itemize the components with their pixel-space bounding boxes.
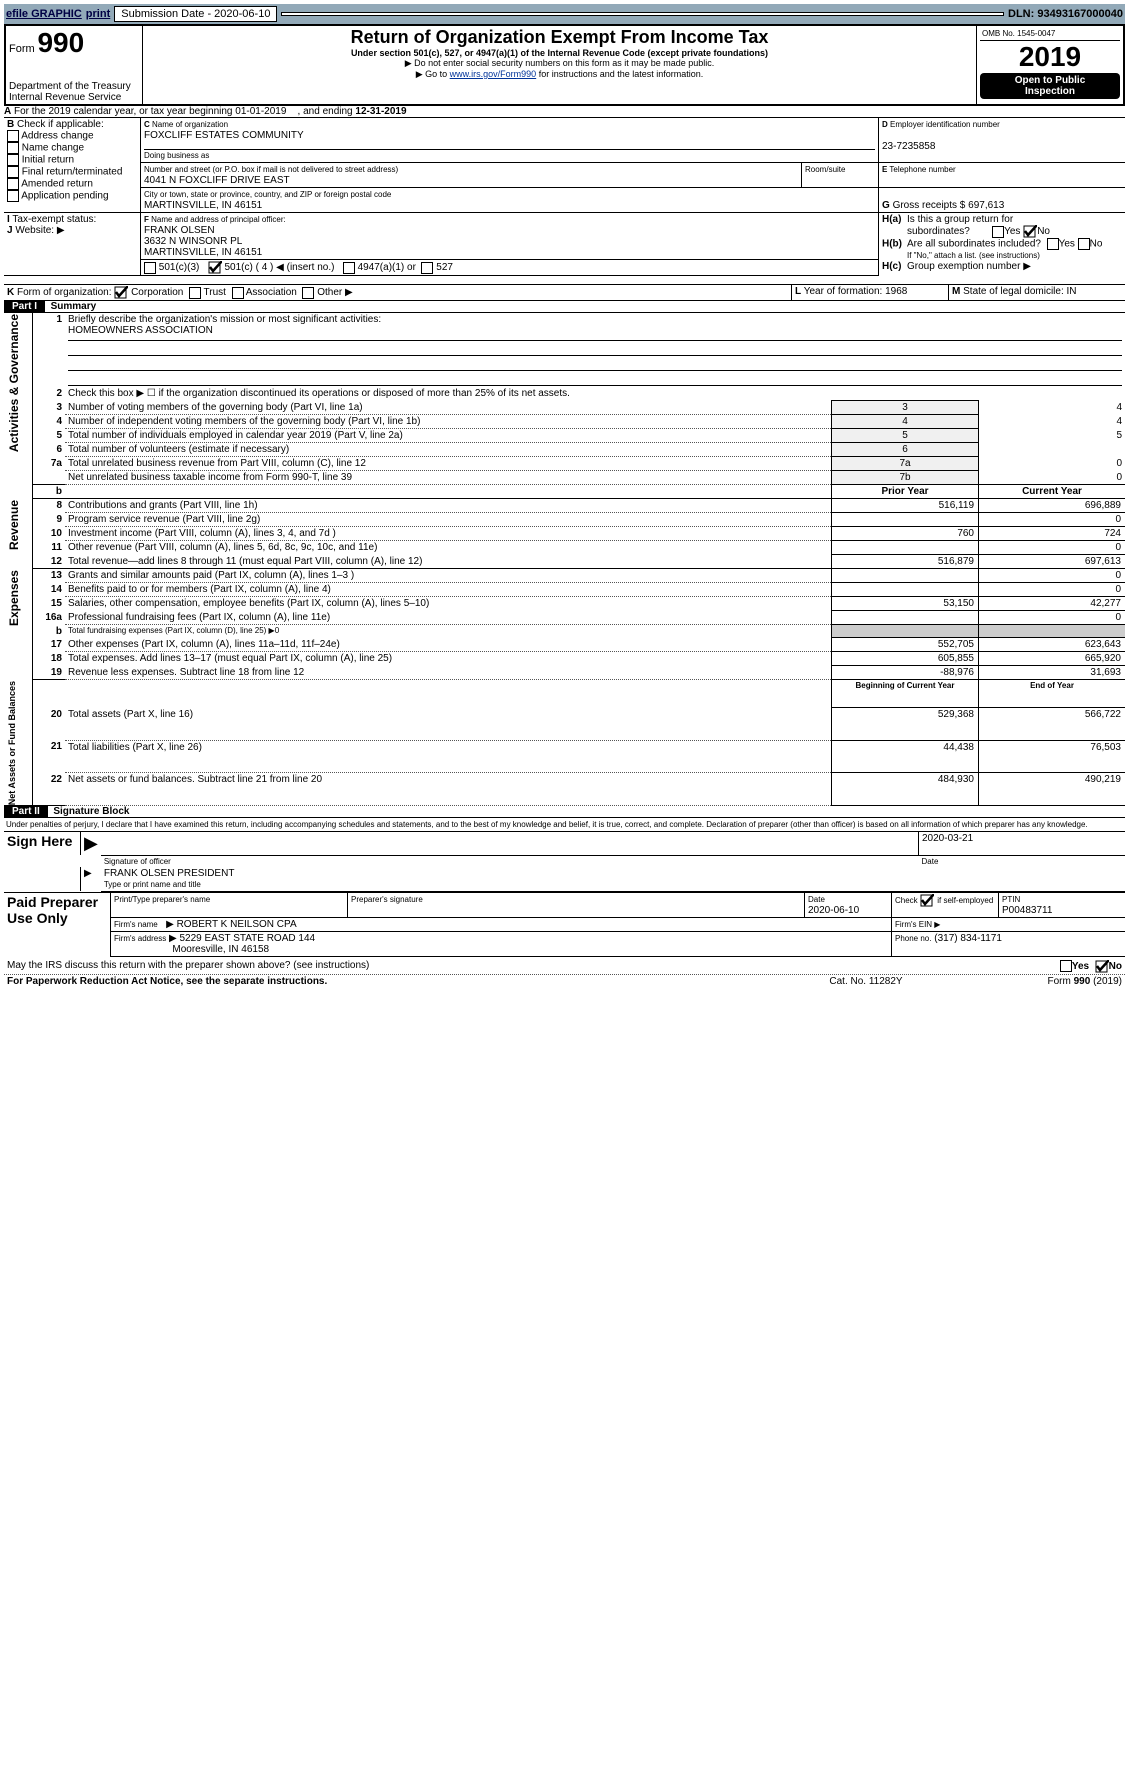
k-l-row: K Form of organization: Corporation Trus… — [4, 284, 1125, 301]
b-label: Check if applicable: — [17, 119, 104, 130]
check-icon — [1023, 225, 1037, 238]
ck-4947[interactable] — [343, 262, 355, 274]
check-icon — [114, 286, 128, 299]
subtitle-1: Under section 501(c), 527, or 4947(a)(1)… — [351, 48, 768, 58]
ck-501c3[interactable] — [144, 262, 156, 274]
checkbox-address[interactable] — [7, 130, 19, 142]
gross-receipts: 697,613 — [968, 200, 1004, 211]
ck-527[interactable] — [421, 262, 433, 274]
form-title: Return of Organization Exempt From Incom… — [146, 27, 973, 48]
entity-block: B Check if applicable: Address change Na… — [4, 118, 1125, 276]
side-activities: Activities & Governance — [7, 314, 21, 452]
checkbox-amended[interactable] — [7, 178, 19, 190]
form-word: Form — [9, 43, 35, 55]
v7b: 0 — [979, 471, 1126, 485]
org-name: FOXCLIFF ESTATES COMMUNITY — [144, 130, 304, 141]
open-public: Open to PublicInspection — [980, 73, 1120, 99]
street: 4041 N FOXCLIFF DRIVE EAST — [144, 175, 290, 186]
side-expenses: Expenses — [7, 570, 21, 626]
spacer — [281, 12, 1004, 16]
website: Website: ▶ — [15, 225, 64, 236]
checkbox-name[interactable] — [7, 142, 19, 154]
subtitle-2: ▶ Do not enter social security numbers o… — [146, 58, 973, 69]
check-icon — [208, 261, 222, 274]
discuss-row: May the IRS discuss this return with the… — [4, 957, 1125, 975]
v3: 4 — [979, 401, 1126, 415]
line-a: A For the 2019 calendar year, or tax yea… — [4, 106, 1125, 118]
footer: For Paperwork Reduction Act Notice, see … — [4, 975, 1125, 988]
part1-header: Part I Summary — [4, 301, 1125, 313]
print-link[interactable]: print — [86, 8, 110, 20]
ha-yes[interactable] — [992, 226, 1004, 238]
discuss-yes[interactable] — [1060, 960, 1072, 972]
efile-link[interactable]: efile GRAPHIC — [6, 8, 82, 20]
v6 — [979, 443, 1126, 457]
tax-year: 2019 — [980, 41, 1120, 73]
submission-date: Submission Date - 2020-06-10 — [114, 6, 277, 22]
officer-name: FRANK OLSEN — [144, 225, 215, 236]
checkbox-initial[interactable] — [7, 154, 19, 166]
form-number: 990 — [37, 27, 84, 58]
part2-header: Part II Signature Block — [4, 806, 1125, 817]
ein: 23-7235858 — [882, 141, 935, 152]
part1-body: Activities & Governance 1 Briefly descri… — [4, 313, 1125, 806]
perjury: Under penalties of perjury, I declare th… — [4, 817, 1125, 832]
dept-treasury: Department of the Treasury — [9, 81, 139, 92]
irs: Internal Revenue Service — [9, 92, 139, 103]
checkbox-final[interactable] — [7, 166, 19, 178]
hb-no[interactable] — [1078, 238, 1090, 250]
dln: DLN: 93493167000040 — [1008, 8, 1123, 20]
checkbox-pending[interactable] — [7, 190, 19, 202]
omb: OMB No. 1545-0047 — [980, 27, 1120, 41]
side-revenue: Revenue — [7, 500, 21, 550]
paid-preparer: Paid Preparer Use Only Print/Type prepar… — [4, 892, 1125, 957]
v4: 4 — [979, 415, 1126, 429]
toolbar: efile GRAPHIC print Submission Date - 20… — [4, 4, 1125, 24]
city-state: MARTINSVILLE, IN 46151 — [144, 200, 262, 211]
v5: 5 — [979, 429, 1126, 443]
check-icon — [920, 894, 934, 907]
instructions-link[interactable]: www.irs.gov/Form990 — [450, 69, 537, 79]
check-icon — [1095, 960, 1109, 973]
v7a: 0 — [979, 457, 1126, 471]
side-net: Net Assets or Fund Balances — [7, 681, 17, 805]
mission: HOMEOWNERS ASSOCIATION — [68, 325, 213, 336]
hb-yes[interactable] — [1047, 238, 1059, 250]
sign-here: Sign Here ▶ 2020-03-21 Signature of offi… — [4, 832, 1125, 892]
header-block: Form 990 Department of the Treasury Inte… — [4, 24, 1125, 106]
